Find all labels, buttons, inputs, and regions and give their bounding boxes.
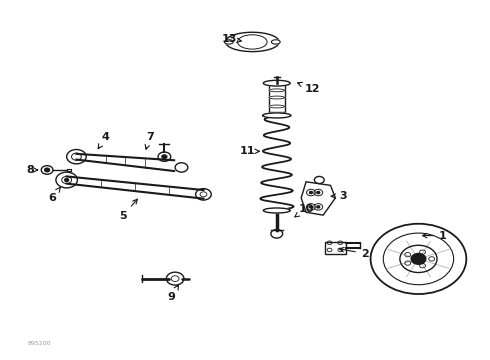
Circle shape [317, 192, 320, 194]
Ellipse shape [269, 105, 285, 108]
Ellipse shape [225, 32, 279, 51]
Text: 2: 2 [340, 247, 368, 258]
Ellipse shape [263, 208, 290, 213]
Ellipse shape [269, 96, 285, 99]
Ellipse shape [263, 80, 290, 86]
Text: 5: 5 [119, 199, 137, 221]
Text: 3: 3 [331, 191, 346, 201]
Circle shape [67, 149, 86, 164]
Polygon shape [301, 182, 335, 215]
Circle shape [271, 229, 283, 238]
Bar [269, 83, 285, 112]
Text: 11: 11 [240, 146, 259, 156]
Circle shape [196, 189, 211, 200]
Text: 12: 12 [297, 82, 320, 94]
Text: 7: 7 [145, 132, 153, 149]
Text: 895200: 895200 [27, 341, 51, 346]
Ellipse shape [271, 40, 280, 44]
Circle shape [45, 168, 49, 172]
Circle shape [166, 272, 184, 285]
Text: 13: 13 [221, 34, 242, 44]
Ellipse shape [269, 89, 285, 92]
Text: 6: 6 [48, 188, 60, 203]
Circle shape [317, 206, 320, 208]
Circle shape [411, 253, 426, 264]
Text: 4: 4 [98, 132, 110, 149]
Circle shape [65, 179, 69, 181]
Circle shape [310, 206, 313, 208]
Text: 10: 10 [295, 204, 314, 217]
Circle shape [310, 192, 313, 194]
Circle shape [56, 172, 77, 188]
Circle shape [158, 152, 171, 161]
Bar [325, 242, 346, 253]
Circle shape [175, 163, 188, 172]
Ellipse shape [224, 40, 233, 44]
Ellipse shape [263, 113, 291, 118]
Circle shape [41, 166, 53, 174]
Text: 1: 1 [422, 231, 447, 240]
Circle shape [162, 155, 167, 158]
Text: 9: 9 [168, 285, 178, 302]
Text: 8: 8 [26, 165, 38, 175]
